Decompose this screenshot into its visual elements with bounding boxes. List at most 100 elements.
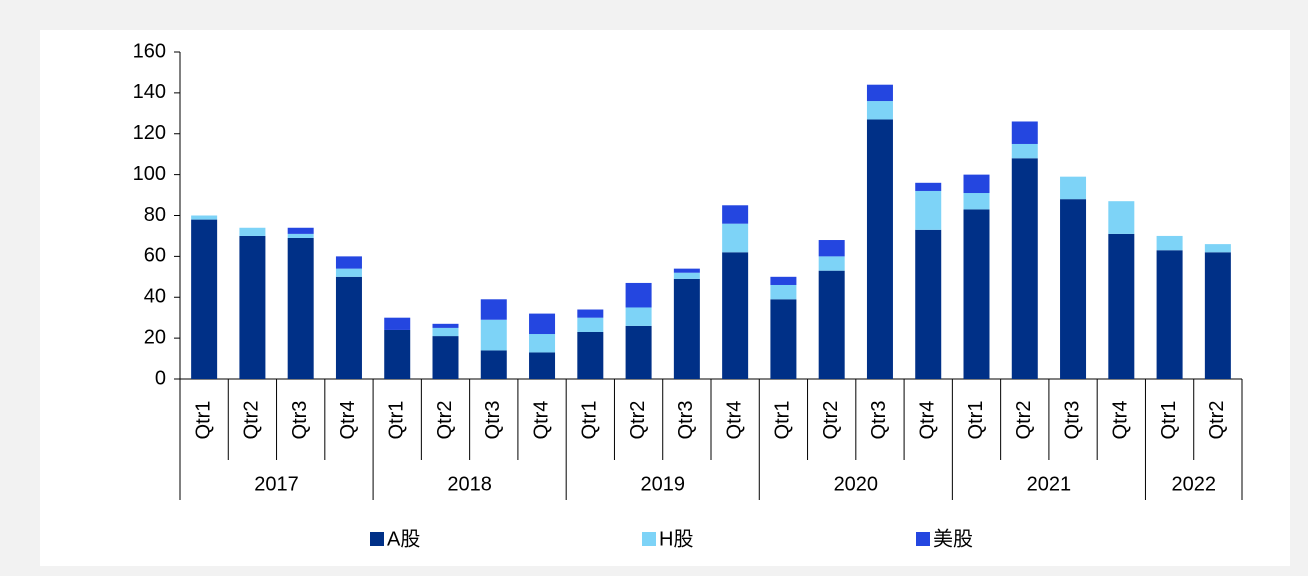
y-tick-label: 20 bbox=[144, 326, 166, 348]
legend-swatch bbox=[642, 532, 656, 546]
bar-segment bbox=[1060, 176, 1087, 200]
bar-segment bbox=[1156, 250, 1183, 379]
x-tick-label: Qtr3 bbox=[482, 401, 504, 440]
x-tick-label: Qtr4 bbox=[723, 401, 745, 440]
x-tick-label: Qtr2 bbox=[627, 401, 649, 440]
bar-segment bbox=[722, 252, 749, 379]
bar-segment bbox=[335, 256, 362, 269]
bar-segment bbox=[577, 317, 604, 332]
bar-segment bbox=[770, 299, 797, 379]
bar-segment bbox=[1011, 143, 1038, 159]
bar-segment bbox=[287, 237, 314, 379]
bar-segment bbox=[432, 327, 459, 337]
x-tick-label: Qtr4 bbox=[337, 401, 359, 440]
y-tick-label: 120 bbox=[133, 122, 166, 144]
bar-segment bbox=[673, 278, 700, 379]
y-tick-label: 60 bbox=[144, 245, 166, 267]
bar-segment bbox=[673, 268, 700, 273]
bar-segment bbox=[722, 223, 749, 253]
group-label: 2018 bbox=[447, 473, 492, 495]
x-tick-label: Qtr2 bbox=[820, 401, 842, 440]
bar-segment bbox=[239, 227, 266, 236]
bar-segment bbox=[287, 227, 314, 234]
bar-segment bbox=[818, 270, 845, 379]
legend-label: 美股 bbox=[933, 527, 973, 550]
bar-segment bbox=[239, 235, 266, 379]
bar-segment bbox=[480, 319, 507, 351]
y-tick-label: 140 bbox=[133, 81, 166, 103]
x-tick-label: Qtr3 bbox=[1061, 401, 1083, 440]
x-tick-label: Qtr4 bbox=[1110, 401, 1132, 440]
bar-segment bbox=[770, 284, 797, 300]
bar-segment bbox=[1108, 201, 1135, 234]
y-tick-label: 40 bbox=[144, 286, 166, 308]
bar-segment bbox=[529, 334, 556, 353]
legend-swatch bbox=[916, 532, 930, 546]
bar-segment bbox=[866, 119, 893, 379]
bar-segment bbox=[1060, 199, 1087, 379]
bar-segment bbox=[191, 219, 218, 379]
x-tick-label: Qtr1 bbox=[386, 401, 408, 440]
bar-segment bbox=[1156, 235, 1183, 251]
bar-segment bbox=[866, 84, 893, 102]
bar-segment bbox=[529, 313, 556, 335]
group-label: 2019 bbox=[640, 473, 685, 495]
bar-segment bbox=[1108, 233, 1135, 379]
bar-segment bbox=[480, 350, 507, 379]
bar-segment bbox=[1204, 252, 1231, 379]
bar-segment bbox=[529, 352, 556, 379]
bar-segment bbox=[287, 233, 314, 238]
x-tick-label: Qtr3 bbox=[868, 401, 890, 440]
bar-segment bbox=[673, 272, 700, 279]
legend-swatch bbox=[370, 532, 384, 546]
y-tick-label: 100 bbox=[133, 163, 166, 185]
x-tick-label: Qtr1 bbox=[965, 401, 987, 440]
x-tick-label: Qtr3 bbox=[675, 401, 697, 440]
bar-segment bbox=[866, 101, 893, 120]
bar-segment bbox=[335, 268, 362, 277]
group-label: 2017 bbox=[254, 473, 299, 495]
bar-segment bbox=[1011, 121, 1038, 144]
x-tick-label: Qtr3 bbox=[289, 401, 311, 440]
bar-segment bbox=[818, 256, 845, 271]
legend-label: A股 bbox=[387, 528, 420, 550]
bar-segment bbox=[915, 190, 942, 230]
bar-segment bbox=[1011, 158, 1038, 379]
bar-segment bbox=[963, 209, 990, 379]
bar-segment bbox=[480, 299, 507, 320]
bar-segment bbox=[335, 276, 362, 379]
bar-segment bbox=[963, 174, 990, 194]
y-tick-label: 0 bbox=[155, 367, 166, 389]
x-tick-label: Qtr4 bbox=[530, 401, 552, 440]
bar-segment bbox=[384, 329, 411, 379]
x-tick-label: Qtr4 bbox=[917, 401, 939, 440]
bar-segment bbox=[722, 205, 749, 224]
bar-segment bbox=[432, 323, 459, 328]
x-tick-label: Qtr2 bbox=[1206, 401, 1228, 440]
bar-segment bbox=[191, 215, 218, 220]
legend-label: H股 bbox=[659, 528, 693, 550]
bar-segment bbox=[625, 325, 652, 379]
x-tick-label: Qtr2 bbox=[434, 401, 456, 440]
y-tick-label: 80 bbox=[144, 204, 166, 226]
x-tick-label: Qtr1 bbox=[1158, 401, 1180, 440]
x-tick-label: Qtr2 bbox=[241, 401, 263, 440]
bar-segment bbox=[963, 193, 990, 210]
bar-segment bbox=[1204, 244, 1231, 253]
bar-segment bbox=[625, 282, 652, 308]
x-tick-label: Qtr1 bbox=[579, 401, 601, 440]
bar-segment bbox=[432, 336, 459, 379]
y-tick-label: 160 bbox=[133, 40, 166, 62]
group-label: 2021 bbox=[1027, 473, 1072, 495]
bar-segment bbox=[770, 276, 797, 285]
group-label: 2022 bbox=[1171, 473, 1216, 495]
group-label: 2020 bbox=[834, 473, 879, 495]
bar-segment bbox=[577, 309, 604, 318]
bar-segment bbox=[384, 317, 411, 330]
x-tick-label: Qtr2 bbox=[1013, 401, 1035, 440]
bar-segment bbox=[818, 240, 845, 257]
bar-segment bbox=[915, 229, 942, 379]
x-tick-label: Qtr1 bbox=[772, 401, 794, 440]
bar-segment bbox=[577, 331, 604, 379]
bar-segment bbox=[915, 182, 942, 191]
